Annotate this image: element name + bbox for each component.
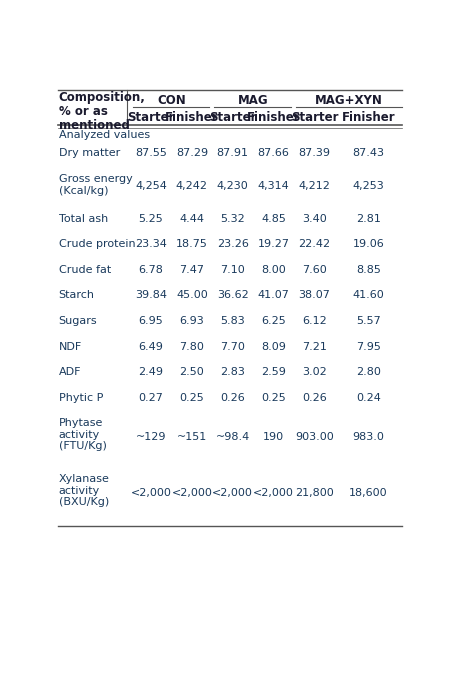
Text: 0.24: 0.24	[356, 392, 381, 403]
Text: ~98.4: ~98.4	[216, 432, 250, 442]
Text: 87.55: 87.55	[135, 149, 167, 158]
Text: 3.02: 3.02	[302, 367, 327, 377]
Text: 8.85: 8.85	[356, 265, 381, 275]
Text: ADF: ADF	[58, 367, 81, 377]
Text: mentioned: mentioned	[58, 119, 129, 132]
Text: 4,242: 4,242	[176, 181, 208, 191]
Text: Total ash: Total ash	[58, 214, 108, 224]
Text: 3.40: 3.40	[302, 214, 327, 224]
Text: 6.25: 6.25	[261, 316, 286, 326]
Text: 39.84: 39.84	[135, 290, 167, 301]
Text: 0.26: 0.26	[220, 392, 245, 403]
Text: 23.34: 23.34	[135, 239, 167, 249]
Text: 7.10: 7.10	[220, 265, 245, 275]
Text: 19.27: 19.27	[258, 239, 290, 249]
Text: Gross energy
(Kcal/kg): Gross energy (Kcal/kg)	[58, 174, 132, 196]
Text: Sugars: Sugars	[58, 316, 97, 326]
Text: 4,253: 4,253	[352, 181, 384, 191]
Text: Crude protein: Crude protein	[58, 239, 135, 249]
Text: Finisher: Finisher	[247, 111, 300, 124]
Text: 18,600: 18,600	[349, 488, 388, 498]
Text: Analyzed values: Analyzed values	[58, 130, 150, 140]
Text: 6.12: 6.12	[302, 316, 327, 326]
Text: MAG: MAG	[238, 94, 269, 107]
Text: <2,000: <2,000	[172, 488, 212, 498]
Text: 190: 190	[263, 432, 284, 442]
Text: MAG+XYN: MAG+XYN	[314, 94, 383, 107]
Text: 45.00: 45.00	[176, 290, 208, 301]
Text: 0.25: 0.25	[180, 392, 204, 403]
Text: 87.43: 87.43	[352, 149, 384, 158]
Text: 7.47: 7.47	[179, 265, 204, 275]
Text: 5.83: 5.83	[220, 316, 245, 326]
Text: NDF: NDF	[58, 341, 82, 352]
Text: 4,212: 4,212	[299, 181, 330, 191]
Text: Finisher: Finisher	[165, 111, 219, 124]
Text: CON: CON	[158, 94, 186, 107]
Text: 6.93: 6.93	[180, 316, 204, 326]
Text: Phytase
activity
(FTU/Kg): Phytase activity (FTU/Kg)	[58, 418, 106, 451]
Text: 4,254: 4,254	[135, 181, 167, 191]
Text: 38.07: 38.07	[299, 290, 330, 301]
Text: Finisher: Finisher	[342, 111, 395, 124]
Text: 0.26: 0.26	[302, 392, 327, 403]
Text: Xylanase
activity
(BXU/Kg): Xylanase activity (BXU/Kg)	[58, 474, 110, 507]
Text: 6.95: 6.95	[139, 316, 163, 326]
Text: 6.49: 6.49	[138, 341, 163, 352]
Text: 5.25: 5.25	[139, 214, 163, 224]
Text: 7.95: 7.95	[356, 341, 381, 352]
Text: 2.49: 2.49	[138, 367, 163, 377]
Text: 36.62: 36.62	[217, 290, 249, 301]
Text: <2,000: <2,000	[212, 488, 253, 498]
Text: 7.70: 7.70	[220, 341, 245, 352]
Text: 19.06: 19.06	[352, 239, 384, 249]
Text: 4.85: 4.85	[261, 214, 286, 224]
Text: % or as: % or as	[58, 105, 107, 118]
Text: 4.44: 4.44	[179, 214, 204, 224]
Text: 0.25: 0.25	[261, 392, 286, 403]
Text: ~151: ~151	[177, 432, 207, 442]
Text: 87.29: 87.29	[176, 149, 208, 158]
Text: 6.78: 6.78	[138, 265, 163, 275]
Text: 41.60: 41.60	[352, 290, 384, 301]
Text: 7.60: 7.60	[302, 265, 327, 275]
Text: Starter: Starter	[209, 111, 256, 124]
Text: 87.66: 87.66	[258, 149, 290, 158]
Text: 4,314: 4,314	[258, 181, 290, 191]
Text: 4,230: 4,230	[217, 181, 249, 191]
Text: 87.39: 87.39	[299, 149, 330, 158]
Text: Starter: Starter	[127, 111, 175, 124]
Text: 8.09: 8.09	[261, 341, 286, 352]
Text: 18.75: 18.75	[176, 239, 208, 249]
Text: 5.57: 5.57	[356, 316, 381, 326]
Text: Crude fat: Crude fat	[58, 265, 111, 275]
Text: 22.42: 22.42	[299, 239, 330, 249]
Text: 7.21: 7.21	[302, 341, 327, 352]
Text: 903.00: 903.00	[295, 432, 334, 442]
Text: 87.91: 87.91	[217, 149, 249, 158]
Text: Starch: Starch	[58, 290, 95, 301]
Text: 2.83: 2.83	[220, 367, 245, 377]
Text: 7.80: 7.80	[180, 341, 204, 352]
Text: 41.07: 41.07	[258, 290, 290, 301]
Text: <2,000: <2,000	[253, 488, 294, 498]
Text: Dry matter: Dry matter	[58, 149, 120, 158]
Text: Phytic P: Phytic P	[58, 392, 103, 403]
Text: 0.27: 0.27	[138, 392, 163, 403]
Text: 21,800: 21,800	[295, 488, 334, 498]
Text: 8.00: 8.00	[261, 265, 286, 275]
Text: Starter: Starter	[291, 111, 338, 124]
Text: 2.80: 2.80	[356, 367, 381, 377]
Text: 2.50: 2.50	[180, 367, 204, 377]
Text: 2.59: 2.59	[261, 367, 286, 377]
Text: 2.81: 2.81	[356, 214, 381, 224]
Text: ~129: ~129	[136, 432, 166, 442]
Text: 5.32: 5.32	[220, 214, 245, 224]
Text: 23.26: 23.26	[217, 239, 249, 249]
Text: 983.0: 983.0	[352, 432, 384, 442]
Text: <2,000: <2,000	[131, 488, 172, 498]
Text: Composition,: Composition,	[58, 91, 145, 104]
